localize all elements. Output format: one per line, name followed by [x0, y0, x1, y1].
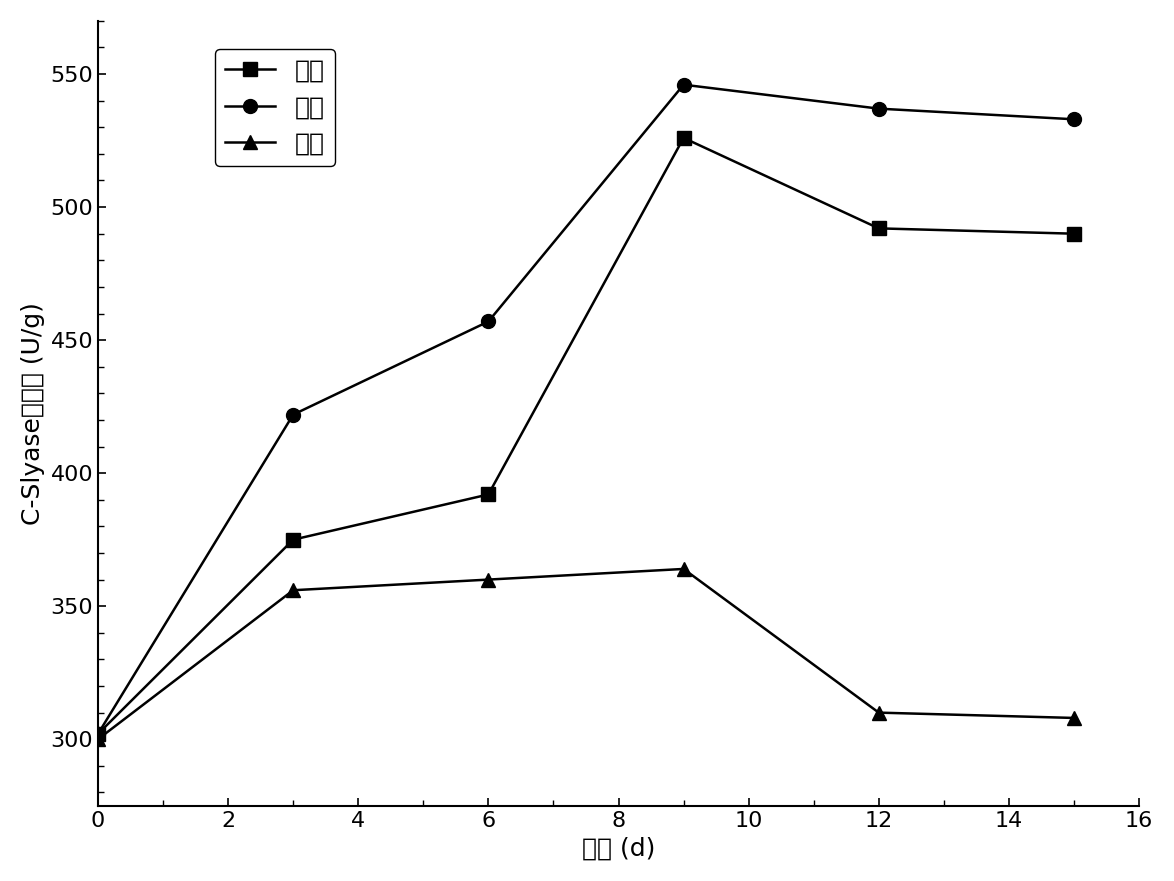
开口: [872, 707, 886, 718]
开口: [1067, 713, 1081, 723]
开口: [90, 734, 104, 744]
普通: [872, 103, 886, 114]
纳米: [481, 489, 495, 500]
开口: [676, 564, 690, 574]
纳米: [1067, 228, 1081, 239]
纳米: [90, 729, 104, 739]
X-axis label: 时间 (d): 时间 (d): [582, 836, 655, 860]
普通: [1067, 114, 1081, 124]
Line: 开口: 开口: [92, 562, 1081, 746]
普通: [286, 410, 301, 420]
普通: [676, 79, 690, 90]
Line: 纳米: 纳米: [92, 131, 1081, 741]
普通: [90, 729, 104, 739]
Y-axis label: C-Slyase比活力 (U/g): C-Slyase比活力 (U/g): [21, 302, 45, 525]
开口: [481, 574, 495, 585]
开口: [286, 585, 301, 596]
纳米: [286, 535, 301, 545]
Line: 普通: 普通: [92, 78, 1081, 741]
纳米: [676, 133, 690, 144]
纳米: [872, 223, 886, 233]
Legend: 纳米, 普通, 开口: 纳米, 普通, 开口: [215, 49, 335, 166]
普通: [481, 316, 495, 327]
